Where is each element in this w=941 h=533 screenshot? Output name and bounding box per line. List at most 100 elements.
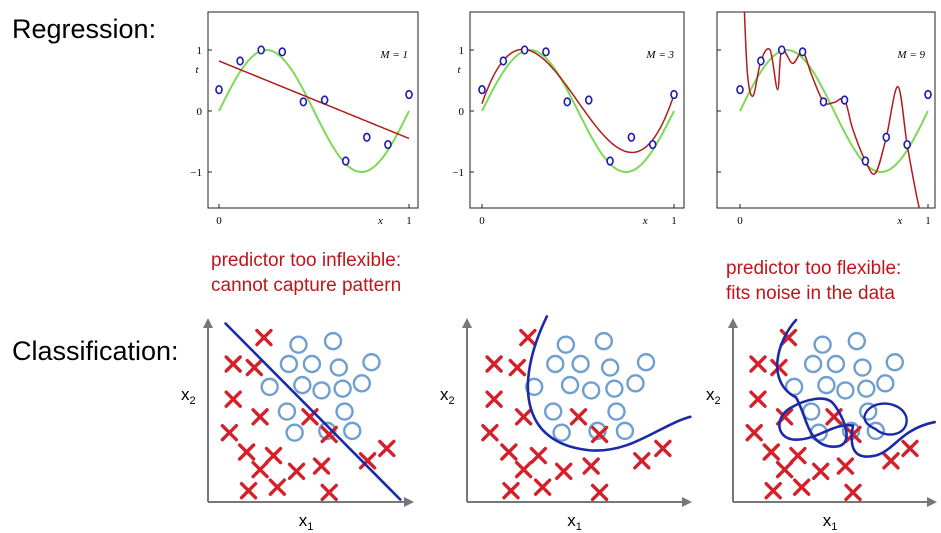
class-cross <box>770 358 788 377</box>
class-cross <box>533 478 552 496</box>
model-order-label: M = 1 <box>379 49 408 61</box>
x2-axis-label-sub: 2 <box>190 395 196 407</box>
class-circle <box>556 335 576 354</box>
data-point <box>299 97 308 107</box>
class-cross <box>590 425 609 444</box>
class-circle <box>279 354 299 374</box>
class-circle <box>289 335 308 354</box>
data-point <box>363 132 371 142</box>
class-cross <box>239 482 258 500</box>
data-point <box>215 85 223 95</box>
underfit-note-line2: cannot capture pattern <box>211 275 402 296</box>
class-cross <box>764 482 782 500</box>
x1-axis-label-base: x <box>823 511 832 530</box>
y-tick-label: 0 <box>459 106 465 118</box>
class-circle <box>333 379 352 398</box>
class-circle <box>876 374 895 393</box>
true-sine-curve <box>481 48 675 174</box>
class-circle <box>826 354 846 374</box>
data-point <box>757 56 765 66</box>
class-cross <box>264 446 283 465</box>
decision-boundary <box>526 315 692 452</box>
class-cross <box>882 452 900 470</box>
class-cross <box>514 460 533 479</box>
class-circle <box>607 402 626 421</box>
data-point <box>405 89 413 100</box>
x1-axis-label: x1 <box>299 511 314 533</box>
class-cross <box>500 443 518 461</box>
class-circle <box>323 331 343 351</box>
class-cross <box>775 460 794 479</box>
class-cross <box>633 452 651 470</box>
class-cross <box>793 478 811 496</box>
data-point <box>320 95 329 105</box>
y-tick-label: 1 <box>459 45 465 57</box>
class-circle <box>615 421 635 441</box>
classification-label: Classification: <box>12 336 179 366</box>
true-sine-curve <box>739 48 929 174</box>
class-cross <box>789 446 807 465</box>
data-point <box>278 47 287 57</box>
class-circle <box>277 402 297 421</box>
data-point <box>606 156 614 166</box>
class-circle <box>285 423 304 442</box>
decision-boundary <box>775 318 936 458</box>
data-point <box>903 139 911 150</box>
y-tick-label: 0 <box>711 106 712 118</box>
regression-plot-m3: 1 0 −1 0 1 x t M = 3 <box>452 11 685 227</box>
class-circle <box>318 421 337 441</box>
x1-axis-label-sub: 1 <box>307 521 313 533</box>
x-axis-label: x <box>377 215 383 227</box>
class-circle <box>312 381 331 400</box>
regression-label: Regression: <box>12 14 157 44</box>
class-circle <box>524 377 544 397</box>
class-circle <box>260 377 279 397</box>
class-cross <box>590 483 609 502</box>
x2-axis-label-base: x <box>440 385 449 404</box>
data-point <box>670 89 678 100</box>
y-tick-label: −1 <box>190 167 202 179</box>
class-cross <box>555 462 573 481</box>
x2-axis-label: x2 <box>706 385 721 407</box>
data-point <box>648 139 657 150</box>
fitted-curve <box>743 12 921 208</box>
data-point <box>736 85 744 95</box>
class-circle <box>817 375 836 395</box>
overfit-note: predictor too flexible: fits noise in th… <box>726 256 901 306</box>
x2-axis-label-sub: 2 <box>449 395 455 407</box>
decision-boundary-island <box>863 402 908 436</box>
data-point <box>478 85 486 95</box>
class-cross <box>320 425 338 444</box>
x-axis-label: x <box>642 215 648 227</box>
class-circle <box>605 379 624 398</box>
y-axis-arrow <box>462 318 472 328</box>
decision-boundary <box>224 322 402 501</box>
data-point <box>777 45 786 55</box>
x1-axis-label-base: x <box>567 511 576 530</box>
class-circle <box>594 331 614 351</box>
overfit-note-line2: fits noise in the data <box>726 283 895 304</box>
class-cross <box>320 483 338 502</box>
x2-axis-label-sub: 2 <box>715 395 721 407</box>
class-cross <box>378 439 396 458</box>
y-tick-label: 1 <box>197 45 203 57</box>
x-axis-arrow <box>682 497 692 507</box>
plot-frame <box>716 11 936 209</box>
data-point <box>584 95 593 105</box>
class-cross <box>485 355 503 373</box>
x-axis-label: x <box>896 215 902 227</box>
data-point <box>520 45 529 55</box>
class-cross <box>224 390 242 408</box>
class-circle <box>581 381 601 400</box>
data-point <box>840 95 849 105</box>
class-cross <box>654 439 672 458</box>
data-point <box>798 47 807 57</box>
x-tick-label: 1 <box>671 215 677 227</box>
class-circle <box>362 353 381 372</box>
class-cross <box>312 457 331 475</box>
fitted-curve <box>481 48 675 154</box>
x-tick-label: 0 <box>216 215 222 227</box>
